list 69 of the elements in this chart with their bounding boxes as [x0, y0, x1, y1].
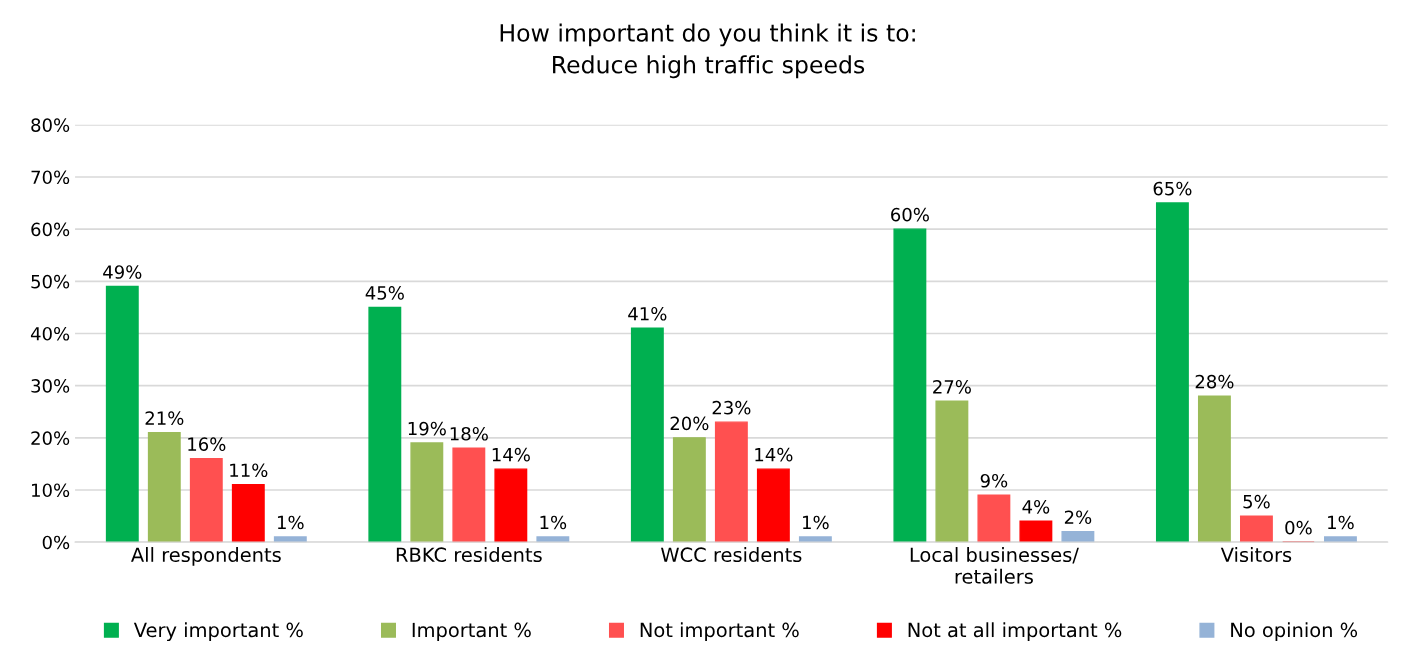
data-label: 14% — [492, 447, 530, 462]
data-label: 1% — [277, 515, 304, 530]
data-label: 4% — [1022, 499, 1050, 514]
bar — [893, 228, 927, 543]
data-label: 49% — [103, 265, 142, 279]
legend-label: No opinion % — [1231, 622, 1358, 642]
data-label: 23% — [712, 400, 751, 415]
bar — [630, 327, 664, 543]
x-tick-label: Visitors — [1220, 547, 1292, 563]
bar — [1061, 531, 1095, 543]
data-label: 1% — [1328, 515, 1354, 530]
data-label: 65% — [1153, 181, 1192, 196]
bar — [536, 536, 570, 543]
bar — [672, 437, 706, 543]
data-label: 2% — [1064, 510, 1092, 525]
bar — [494, 468, 528, 543]
bar — [935, 400, 969, 543]
y-tick-label: 40% — [30, 326, 70, 341]
x-tick-label: All respondents — [131, 547, 281, 566]
bar — [1019, 520, 1053, 543]
y-tick-label: 0% — [42, 535, 70, 550]
data-label: 28% — [1195, 374, 1234, 389]
bar — [714, 421, 748, 543]
data-label: 14% — [755, 447, 793, 462]
x-tick-label: RBKC residents — [396, 547, 542, 563]
bar — [147, 431, 181, 543]
data-label: 11% — [230, 463, 268, 478]
data-label: 21% — [145, 411, 184, 425]
bar — [1239, 515, 1273, 543]
data-label: 9% — [980, 473, 1008, 488]
data-label: 5% — [1243, 494, 1270, 509]
legend-label: Important % — [412, 622, 531, 642]
bar — [756, 468, 790, 543]
bar — [977, 494, 1011, 543]
data-label: 41% — [628, 306, 667, 321]
bar — [798, 536, 832, 543]
y-tick-label: 70% — [31, 170, 70, 185]
y-tick-label: 50% — [31, 274, 70, 289]
chart-title: How important do you think it is to: Reduce high traffic speeds — [500, 23, 915, 79]
data-label: 20% — [670, 416, 709, 431]
y-tick-label: 80% — [31, 118, 70, 132]
data-label: 18% — [450, 426, 488, 441]
legend-label: Very important % — [133, 622, 303, 642]
bar — [189, 458, 223, 543]
x-tick-label: Local businesses/ retailers — [910, 547, 1079, 584]
data-label: 45% — [365, 286, 404, 300]
bar — [1155, 202, 1189, 543]
bar — [273, 536, 307, 543]
data-label: 19% — [408, 421, 446, 436]
bar — [410, 442, 444, 543]
y-tick-label: 20% — [31, 431, 70, 445]
legend-label: Not at all important % — [908, 622, 1122, 642]
data-label: 60% — [891, 207, 929, 222]
data-label: 1% — [803, 515, 829, 530]
data-label: 27% — [933, 379, 971, 394]
bar — [1197, 395, 1231, 543]
legend-label: Not important % — [640, 622, 799, 642]
x-tick-label: WCC residents — [661, 547, 802, 563]
y-tick-label: 60% — [31, 222, 70, 237]
bar — [452, 447, 486, 543]
y-tick-label: 30% — [31, 379, 70, 393]
bar — [1323, 536, 1357, 543]
bar — [231, 484, 265, 543]
data-label: 0% — [1285, 520, 1312, 535]
data-label: 1% — [540, 515, 567, 530]
data-label: 16% — [188, 437, 226, 452]
bar — [368, 306, 402, 543]
bar — [105, 285, 139, 543]
y-tick-label: 10% — [32, 483, 70, 498]
